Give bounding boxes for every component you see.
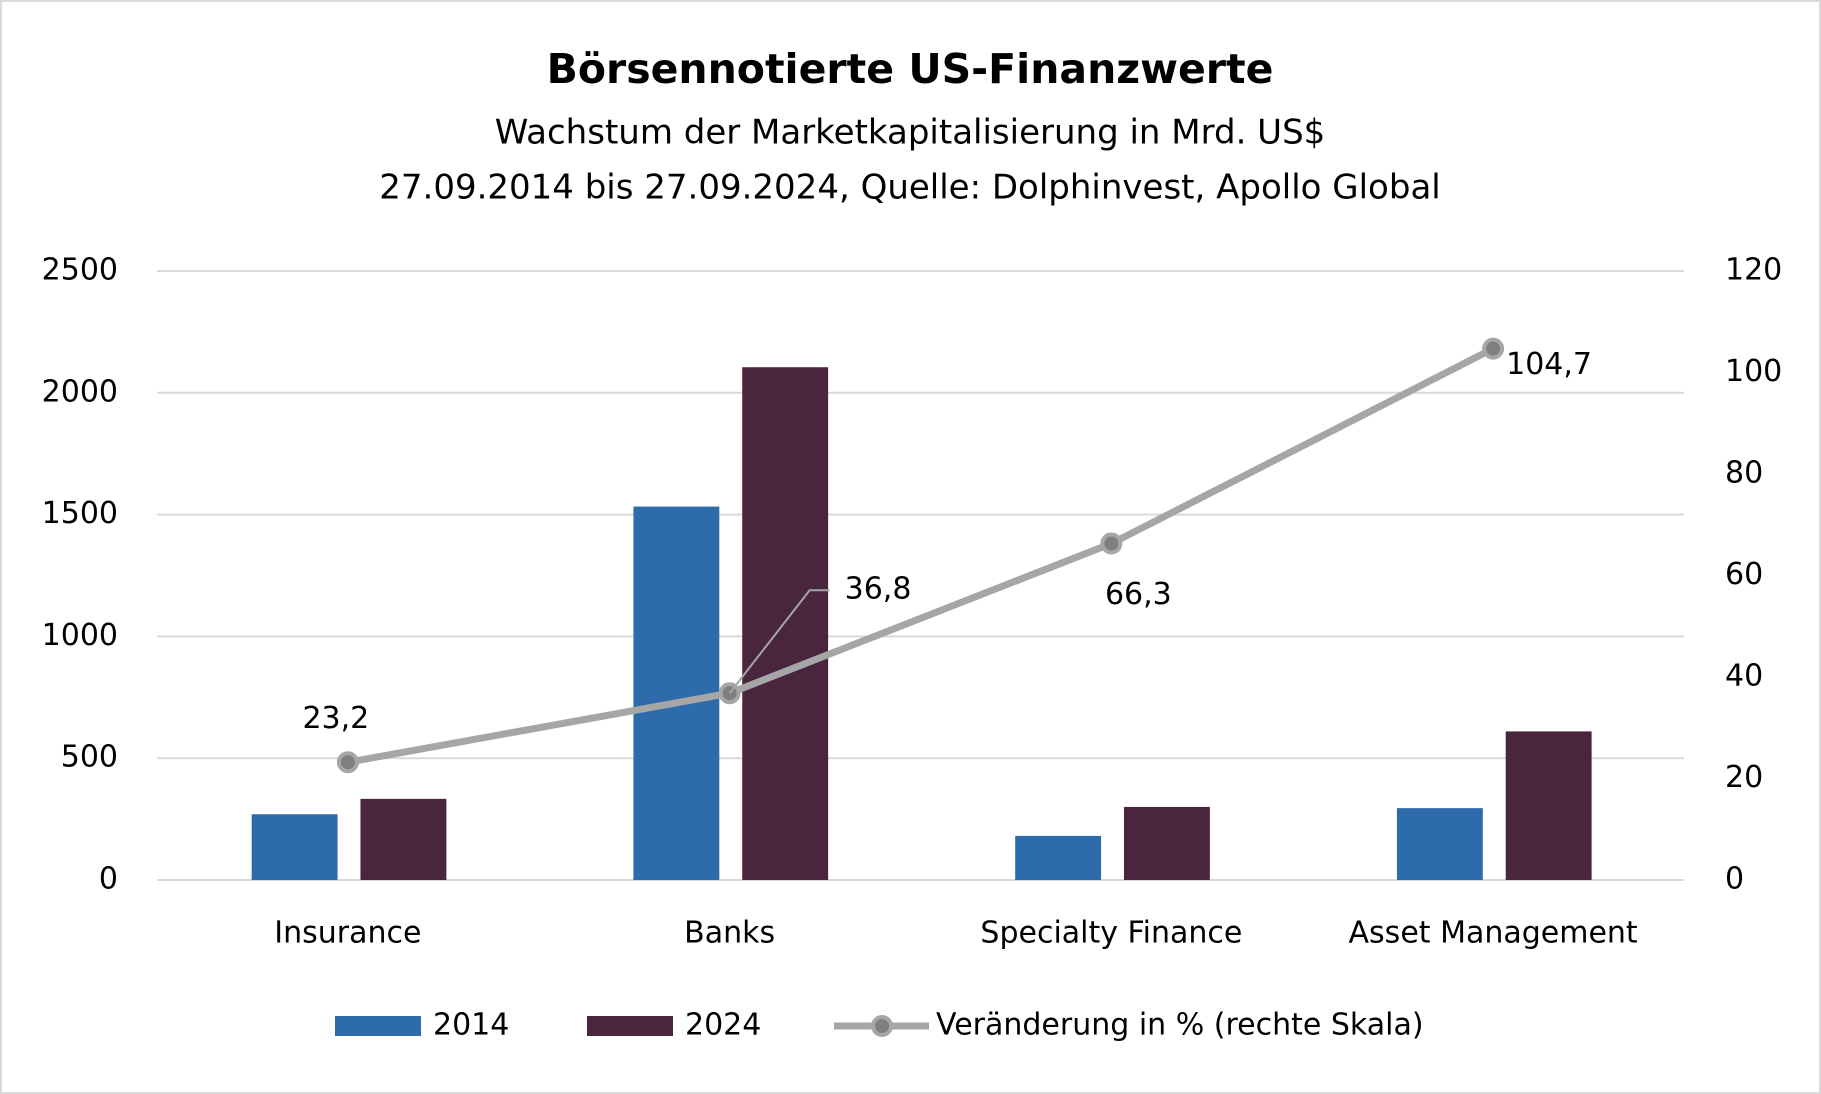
data-label: 104,7 [1506, 347, 1592, 382]
y-tick-label: 1000 [42, 618, 118, 653]
y-tick-label: 2000 [42, 374, 118, 409]
bar [360, 798, 447, 880]
data-label: 36,8 [845, 572, 912, 607]
bar [742, 367, 829, 880]
bar [1505, 731, 1592, 880]
y-tick-label: 0 [99, 862, 118, 897]
legend-label: 2014 [433, 1008, 509, 1043]
y2-tick-label: 100 [1725, 354, 1782, 389]
chart-subtitle: Wachstum der Marketkapitalisierung in Mr… [495, 113, 1326, 153]
data-label: 23,2 [302, 701, 369, 736]
x-tick-label: Asset Management [1349, 916, 1638, 951]
legend-swatch [335, 1016, 421, 1036]
x-tick-label: Specialty Finance [980, 916, 1242, 951]
chart-title: Börsennotierte US-Finanzwerte [547, 45, 1274, 93]
y2-tick-label: 80 [1725, 456, 1763, 491]
leader-line [728, 589, 830, 694]
legend-label: 2024 [685, 1008, 761, 1043]
line [347, 345, 1495, 766]
y-tick-label: 500 [61, 740, 118, 775]
bar [633, 506, 720, 880]
y2-tick-label: 60 [1725, 557, 1763, 592]
x-tick-label: Insurance [274, 916, 421, 951]
bar [251, 814, 338, 880]
x-tick-label: Banks [684, 916, 775, 951]
bar [1396, 808, 1483, 880]
bar [1015, 835, 1102, 880]
line-marker [1100, 532, 1123, 555]
line-marker [336, 751, 359, 774]
line-marker [1482, 337, 1505, 360]
chart-subtitle: 27.09.2014 bis 27.09.2024, Quelle: Dolph… [379, 168, 1440, 208]
data-label: 66,3 [1105, 577, 1172, 612]
bar [1123, 806, 1210, 880]
y-tick-label: 1500 [42, 496, 118, 531]
y2-tick-label: 120 [1725, 253, 1782, 288]
legend-marker [871, 1015, 893, 1037]
y2-tick-label: 0 [1725, 862, 1744, 897]
y2-tick-label: 40 [1725, 659, 1763, 694]
y2-tick-label: 20 [1725, 760, 1763, 795]
legend-label: Veränderung in % (rechte Skala) [936, 1008, 1424, 1043]
legend-swatch [587, 1016, 673, 1036]
y-tick-label: 2500 [42, 253, 118, 288]
